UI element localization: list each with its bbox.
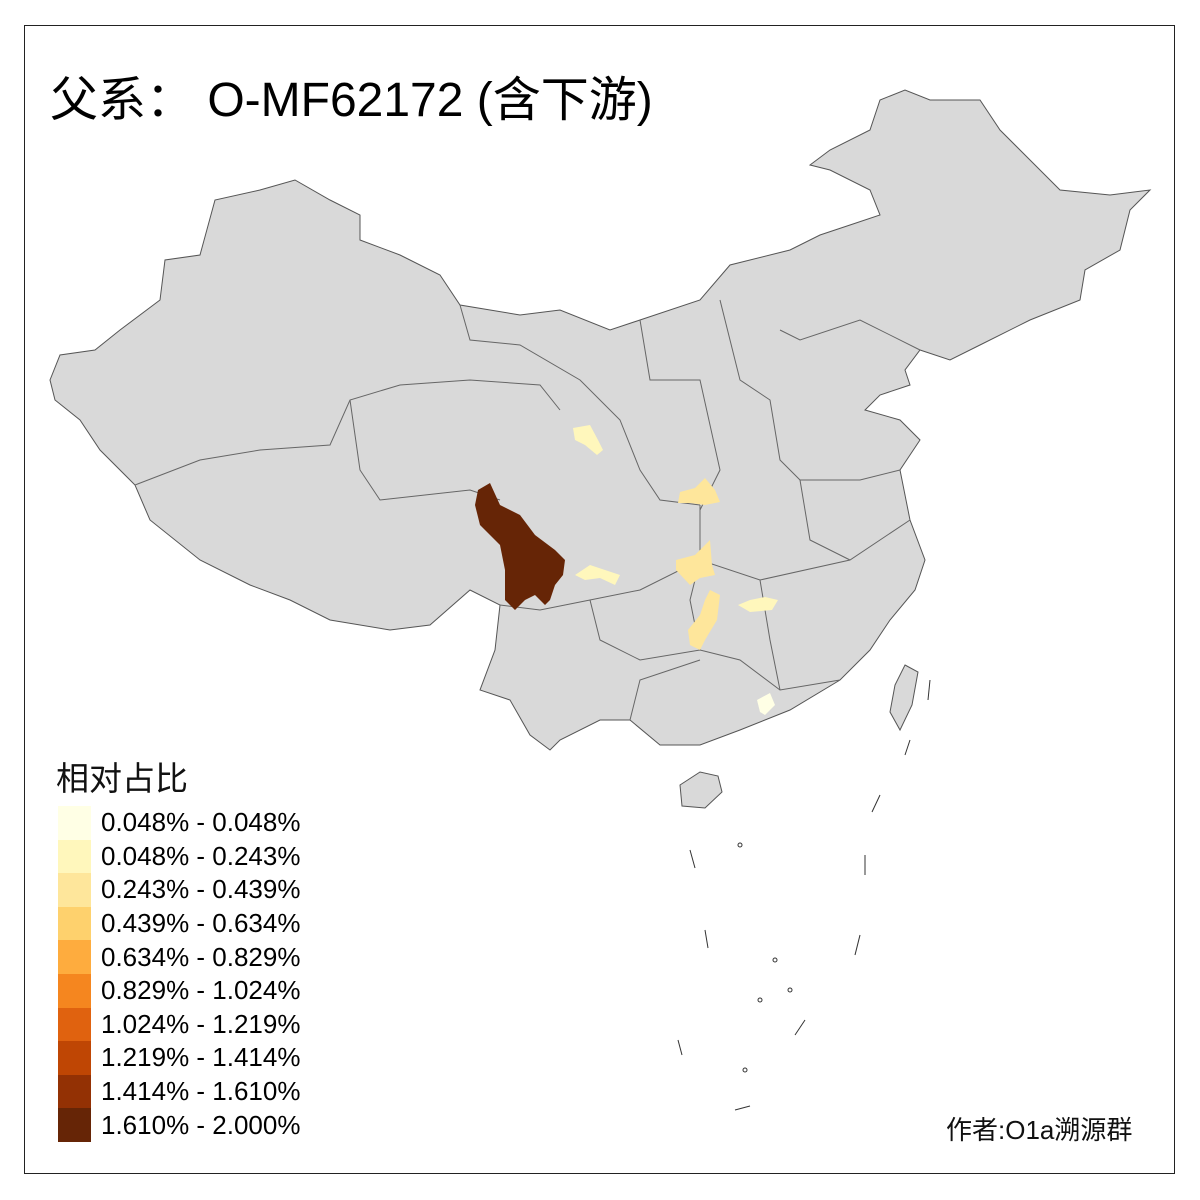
legend-item: 0.829% - 1.024% xyxy=(58,973,301,1008)
china-outline xyxy=(49,89,1152,751)
map-frame xyxy=(24,25,1175,1174)
legend-label: 0.829% - 1.024% xyxy=(101,975,301,1006)
south-china-sea-islands xyxy=(677,679,931,1111)
legend: 0.048% - 0.048% 0.048% - 0.243% 0.243% - 0… xyxy=(58,806,300,1142)
region-ganzi xyxy=(475,483,565,610)
legend-label: 1.610% - 2.000% xyxy=(101,1109,301,1140)
region-g xyxy=(757,693,775,715)
legend-swatch xyxy=(58,806,91,840)
legend-swatch xyxy=(58,973,91,1008)
legend-item: 0.634% - 0.829% xyxy=(58,940,300,974)
legend-item: 1.024% - 1.219% xyxy=(58,1007,301,1042)
legend-label: 0.243% - 0.439% xyxy=(101,874,301,905)
legend-label: 1.414% - 1.610% xyxy=(101,1076,301,1107)
region-e xyxy=(575,565,620,585)
legend-item: 0.048% - 0.243% xyxy=(58,839,301,874)
legend-item: 1.219% - 1.414% xyxy=(58,1041,300,1075)
legend-item: 0.243% - 0.439% xyxy=(58,873,300,907)
legend-swatch xyxy=(58,1007,91,1042)
legend-item: 0.048% - 0.048% xyxy=(58,806,300,840)
legend-label: 0.634% - 0.829% xyxy=(101,941,301,972)
region-b xyxy=(678,478,720,505)
author-credit: 作者:O1a溯源群 xyxy=(946,1115,1133,1145)
legend-swatch xyxy=(58,940,91,974)
legend-label: 1.219% - 1.414% xyxy=(101,1042,301,1073)
legend-swatch xyxy=(58,1074,91,1109)
taiwan-island xyxy=(889,664,919,732)
map-title: 父系： O-MF62172 (含下游) xyxy=(50,74,653,127)
legend-item: 1.414% - 1.610% xyxy=(58,1074,301,1109)
legend-swatch xyxy=(58,1108,91,1142)
legend-swatch xyxy=(58,906,91,941)
legend-label: 0.048% - 0.048% xyxy=(101,807,301,838)
legend-swatch xyxy=(58,873,91,907)
legend-label: 0.048% - 0.243% xyxy=(101,840,301,871)
legend-swatch xyxy=(58,1041,91,1075)
legend-label: 1.024% - 1.219% xyxy=(101,1008,301,1039)
legend-swatch xyxy=(58,839,91,874)
legend-item: 0.439% - 0.634% xyxy=(58,906,301,941)
legend-item: 1.610% - 2.000% xyxy=(58,1108,300,1142)
region-f xyxy=(738,597,778,612)
hainan-island xyxy=(679,771,723,809)
region-a xyxy=(573,425,603,455)
region-c xyxy=(676,540,715,585)
legend-title: 相对占比 xyxy=(56,760,188,797)
region-d xyxy=(688,590,720,650)
legend-label: 0.439% - 0.634% xyxy=(101,908,301,939)
highlighted-regions xyxy=(475,425,778,715)
